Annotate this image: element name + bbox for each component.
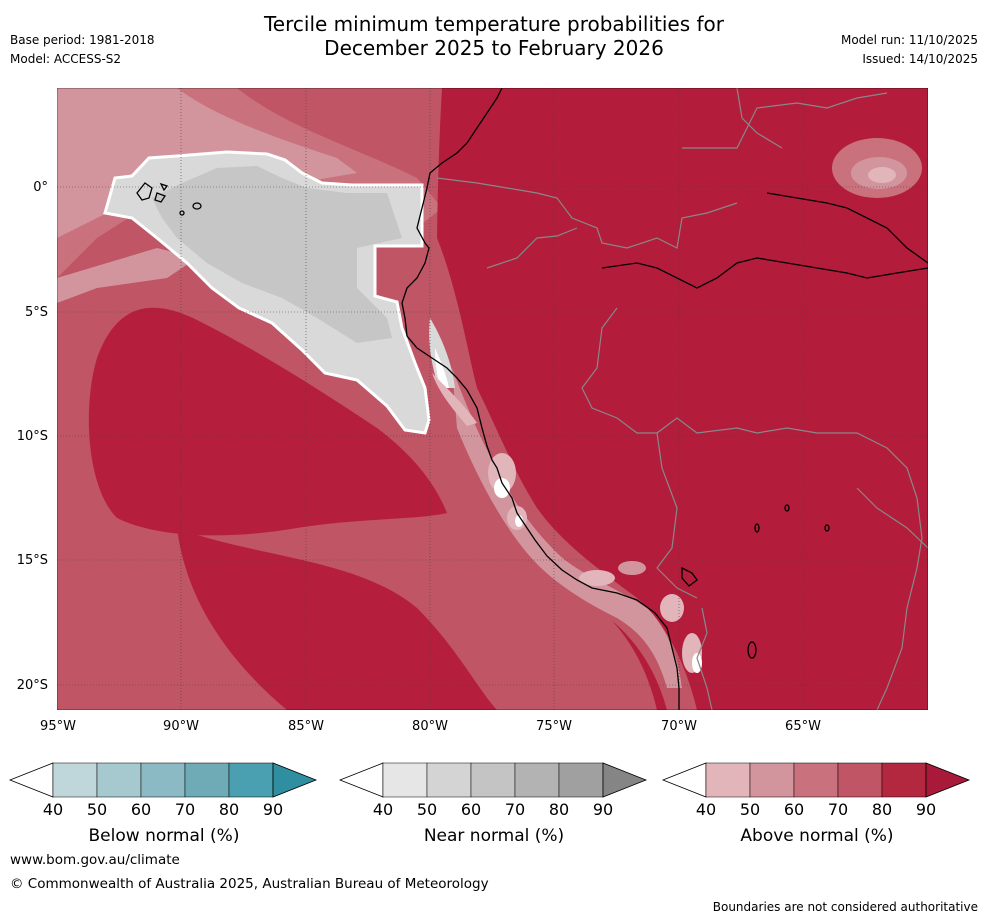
lon-label-85w: 85°W bbox=[288, 719, 324, 734]
above-tick-80: 80 bbox=[871, 800, 893, 819]
lat-label-5s: 5°S bbox=[24, 305, 48, 320]
lat-label-0: 0° bbox=[33, 180, 48, 195]
near-arrow-low bbox=[338, 762, 384, 798]
near-swatch-2 bbox=[426, 762, 472, 798]
below-swatch-5 bbox=[228, 762, 274, 798]
near-tick-70: 70 bbox=[504, 800, 526, 819]
above-tick-60: 60 bbox=[783, 800, 805, 819]
title-line-1: Tercile minimum temperature probabilitie… bbox=[263, 12, 725, 36]
near-tick-50: 50 bbox=[416, 800, 438, 819]
below-tick-70: 70 bbox=[174, 800, 196, 819]
above-tick-70: 70 bbox=[827, 800, 849, 819]
lat-label-20s: 20°S bbox=[16, 678, 48, 693]
near-swatch-4 bbox=[514, 762, 560, 798]
below-arrow-low bbox=[8, 762, 54, 798]
near-arrow-high bbox=[602, 762, 648, 798]
map-title: Tercile minimum temperature probabilitie… bbox=[0, 12, 988, 60]
above-arrow-high bbox=[925, 762, 971, 798]
below-swatch-3 bbox=[140, 762, 186, 798]
above-tick-90: 90 bbox=[915, 800, 937, 819]
below-arrow-high bbox=[272, 762, 318, 798]
below-tick-40: 40 bbox=[42, 800, 64, 819]
disclaimer: Boundaries are not considered authoritat… bbox=[712, 900, 978, 914]
coastal-band-60 bbox=[452, 368, 682, 688]
above-80-ocean bbox=[88, 307, 497, 710]
above-arrow-low bbox=[661, 762, 707, 798]
below-swatch-2 bbox=[96, 762, 142, 798]
above-normal-label: Above normal (%) bbox=[740, 826, 894, 846]
model-name: Model: ACCESS-S2 bbox=[10, 52, 122, 66]
above-50-region bbox=[57, 88, 357, 303]
below-tick-60: 60 bbox=[130, 800, 152, 819]
below-normal-ticks: 40 50 60 70 80 90 bbox=[8, 800, 320, 822]
above-normal-colorbar bbox=[661, 762, 971, 798]
probability-map bbox=[57, 88, 928, 710]
above-swatch-4 bbox=[837, 762, 883, 798]
lat-label-15s: 15°S bbox=[16, 553, 48, 568]
lon-label-95w: 95°W bbox=[40, 719, 76, 734]
issued-date: Issued: 14/10/2025 bbox=[862, 52, 978, 66]
coastline bbox=[136, 88, 928, 710]
below-normal-label: Below normal (%) bbox=[88, 826, 240, 846]
near-normal-colorbar bbox=[338, 762, 648, 798]
below-tick-80: 80 bbox=[218, 800, 240, 819]
below-swatch-1 bbox=[52, 762, 98, 798]
above-tick-40: 40 bbox=[695, 800, 717, 819]
lat-label-10s: 10°S bbox=[16, 429, 48, 444]
copyright: © Commonwealth of Australia 2025, Austra… bbox=[10, 876, 489, 892]
near-swatch-3 bbox=[470, 762, 516, 798]
bom-url[interactable]: www.bom.gov.au/climate bbox=[10, 852, 180, 868]
model-run: Model run: 11/10/2025 bbox=[840, 33, 978, 47]
lon-label-65w: 65°W bbox=[785, 719, 821, 734]
above-swatch-1 bbox=[705, 762, 751, 798]
country-borders bbox=[436, 88, 928, 710]
above-swatch-5 bbox=[881, 762, 927, 798]
near-tick-90: 90 bbox=[592, 800, 614, 819]
base-period: Base period: 1981-2018 bbox=[10, 33, 155, 47]
near-swatch-5 bbox=[558, 762, 604, 798]
near-tick-60: 60 bbox=[460, 800, 482, 819]
below-swatch-4 bbox=[184, 762, 230, 798]
gridlines bbox=[57, 88, 928, 710]
title-line-2: December 2025 to February 2026 bbox=[324, 36, 664, 60]
near-tick-80: 80 bbox=[548, 800, 570, 819]
above-swatch-3 bbox=[793, 762, 839, 798]
above-normal-ticks: 40 50 60 70 80 90 bbox=[661, 800, 973, 822]
below-tick-50: 50 bbox=[86, 800, 108, 819]
above-swatch-2 bbox=[749, 762, 795, 798]
near-normal-label: Near normal (%) bbox=[423, 826, 565, 846]
near-tick-40: 40 bbox=[372, 800, 394, 819]
below-normal-colorbar bbox=[8, 762, 318, 798]
below-tick-90: 90 bbox=[262, 800, 284, 819]
lon-label-75w: 75°W bbox=[536, 719, 572, 734]
near-normal-60 bbox=[152, 166, 402, 343]
lon-label-90w: 90°W bbox=[163, 719, 199, 734]
lon-label-80w: 80°W bbox=[412, 719, 448, 734]
near-normal-ticks: 40 50 60 70 80 90 bbox=[338, 800, 650, 822]
above-tick-50: 50 bbox=[739, 800, 761, 819]
lon-label-70w: 70°W bbox=[661, 719, 697, 734]
near-swatch-1 bbox=[382, 762, 428, 798]
